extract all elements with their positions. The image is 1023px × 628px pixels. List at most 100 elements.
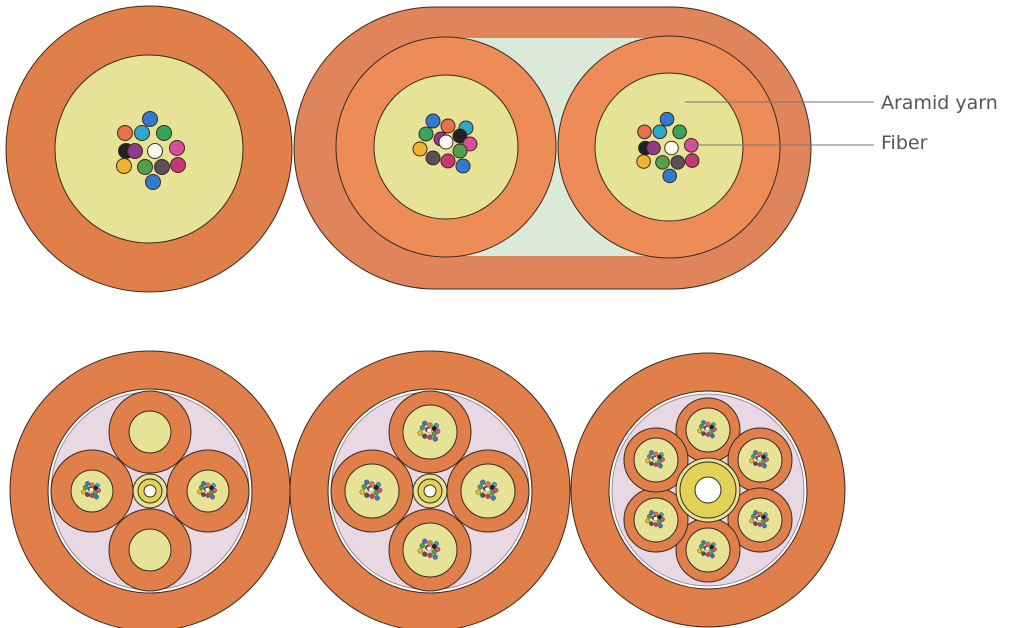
cable5-subunit-fiber [709,549,714,554]
cable4-subunit-fiber [435,546,441,552]
cable4-subunit-fiber [422,551,428,557]
cable5-subunit-fiber [653,451,659,457]
cable5-subunit-fiber [751,514,756,519]
cable2-left-fiber [418,126,434,142]
cable1-fiber [156,125,172,141]
cable4-subunit-fiber [432,554,438,560]
cable3-subunit-fiber [89,493,95,498]
cable1-fiber [127,143,143,159]
cable1-fiber [170,157,186,173]
cable5-subunit-fiber [705,541,711,547]
cable5-subunit-fiber [761,519,766,524]
cable5-subunit-fiber [753,461,758,466]
cable4-subunit-fiber [431,543,437,550]
cable3-subunit-fiber [198,484,204,490]
cable4-subunit-fiber [477,484,483,490]
cable5-subunit-fiber [705,421,711,427]
cable4-subunit-fiber [364,492,370,498]
cable3-subunit-fiber [209,490,215,495]
cable4-subunit-fiber [493,487,499,493]
cable5-subunit-fiber [649,521,654,526]
cable5-subunit-fiber [761,454,766,460]
cable5-subunit-fiber [757,522,763,527]
cable4-subunit-fiber [427,434,433,440]
cable3-subunit-fiber [205,482,211,488]
cable3-subunit-fiber [197,489,203,495]
cable2-right-fiber [637,124,652,140]
cable2-left-fiber [440,153,456,169]
cable4-subunit-fiber [369,481,375,487]
cable4-subunit-fiber [427,422,433,428]
cable4-subunit-fiber [373,484,379,491]
cable5-subunit-fiber [762,463,767,469]
cable5-subunit-fiber [701,431,706,436]
cable1-fiber [145,174,161,190]
cable3-subunit-fiber [85,481,90,486]
cable5-subunit-fiber [761,459,766,464]
cable4-subunit-fiber [369,493,375,499]
cable5-subunit-fiber [757,511,763,517]
cable3-subunit-fiber [85,492,90,497]
cable4-subunit-fiber [373,490,379,496]
cable4-subunit-fiber [432,436,438,442]
cable5-subunit-fiber [757,462,763,467]
cable3-subunit-fiber [201,492,206,497]
cable4-subunit-fiber [374,495,380,501]
cable3-subunit-fiber [205,493,211,498]
cable4-subunit-fiber [489,484,495,491]
cable2-right-fiber [646,140,661,156]
cable4-central-core [423,484,437,498]
cable2-right-fiber [662,168,678,184]
cable4-subunit-fiber [364,479,370,485]
cable1-fiber [137,159,153,175]
cable4-subunit-fiber [417,548,423,554]
cable2-left-fiber [425,150,441,166]
cable5-subunit-fiber [709,544,714,550]
cable5-subunit-fiber [699,424,704,429]
cable3-subunit-aramid [128,410,172,454]
cable4-subunit-fiber [427,552,433,558]
cable2-left-fiber [438,134,454,150]
cable5-subunit-fiber [657,514,662,520]
cable5-subunit-fiber [657,459,662,464]
cable2-left-fiber [452,143,468,159]
cable2-left-fiber [425,113,441,129]
cable2-right-fiber [672,124,687,140]
cable5-subunit-fiber [710,433,715,439]
cable4-subunit-fiber [485,481,491,487]
cable3-subunit-fiber [94,494,99,500]
cable5-subunit-fiber [757,456,762,462]
cable5-subunit-fiber [757,451,763,457]
cable5-subunit-fiber [645,518,650,524]
cable5-subunit-fiber [705,546,710,552]
cable5-subunit-fiber [701,551,706,556]
cable4-subunit-fiber [422,538,428,544]
cable5-subunit-fiber [749,458,754,464]
cable4-subunit-fiber [489,490,495,496]
cable5-subunit-fiber [753,521,758,526]
cable5-subunit-fiber [697,428,702,434]
cable3-subunit-fiber [204,487,210,493]
cable5-subunit-fiber [705,552,711,557]
cable4-subunit-fiber [419,543,425,549]
cable5-subunit-fiber [653,516,658,522]
cable5-subunit-fiber [751,454,756,459]
cable4-subunit-fiber [490,495,496,501]
cable4-subunit-fiber [427,540,433,546]
cable4-subunit-fiber [377,487,383,493]
cable5-subunit-fiber [705,426,710,432]
cable2-right-fiber [636,154,651,169]
cable3-subunit-aramid [128,528,172,572]
cable2-right-fiber [684,153,700,168]
cable5-subunit-fiber [709,429,714,434]
cable3-subunit-fiber [83,484,88,490]
cable1-fiber [154,159,170,175]
cable5-central-core [694,476,722,504]
cable2-right-fiber [664,140,679,156]
cable5-subunit-fiber [657,519,662,524]
cable5-subunit-fiber [645,458,650,464]
cable2-right-fiber [655,155,670,170]
cable1-fiber [142,111,158,127]
cable4-subunit-fiber [435,428,441,434]
